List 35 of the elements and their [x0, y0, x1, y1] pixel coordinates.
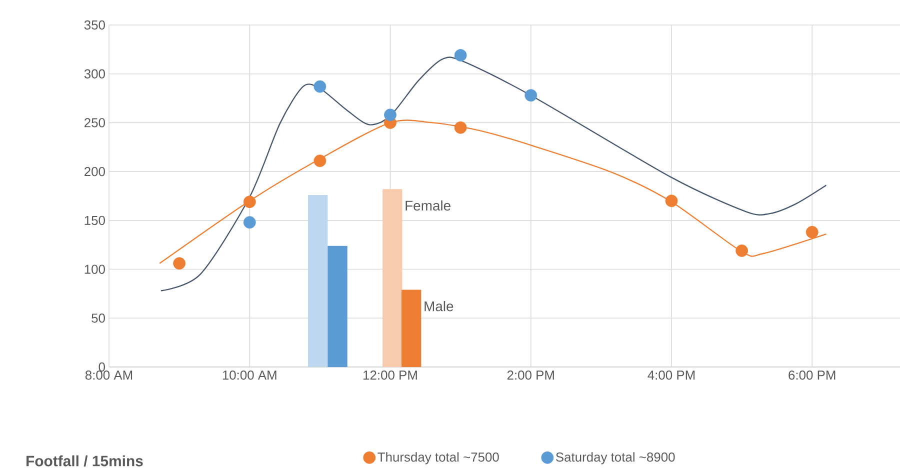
y-tick-label: 100 — [84, 264, 105, 274]
x-tick-label: 6:00 PM — [788, 370, 836, 380]
y-tick-label: 200 — [84, 166, 105, 176]
y-tick-label: 250 — [84, 118, 105, 128]
point — [173, 257, 186, 270]
y-tick-label: 50 — [92, 314, 105, 323]
annotation: Female — [406, 200, 450, 211]
y-tick-label: 350 — [84, 20, 105, 30]
y-tick-label: 300 — [84, 69, 105, 78]
bar — [308, 195, 328, 367]
text: Footfall / 15mins — [26, 455, 143, 466]
point — [314, 80, 326, 93]
point — [314, 154, 326, 168]
point — [736, 244, 748, 257]
point — [454, 49, 467, 62]
x-tick-label: 8:00 AM — [85, 370, 132, 380]
y-tick-label: 0 — [98, 362, 105, 372]
point — [454, 121, 467, 134]
legend-label: Saturday total ~8900 — [556, 452, 675, 464]
x-tick-label: 12:00 PM — [364, 370, 417, 380]
annotation: Male — [424, 301, 454, 312]
x-tick-label: 4:00 PM — [648, 370, 695, 380]
bar — [328, 246, 348, 367]
point — [806, 226, 818, 238]
point — [243, 196, 256, 208]
x-tick-label: 10:00 AM — [222, 370, 276, 380]
bar — [402, 290, 422, 367]
point — [524, 89, 538, 102]
x-tick-label: 2:00 PM — [507, 370, 554, 380]
point — [384, 108, 396, 122]
y-tick-label: 150 — [84, 216, 105, 226]
bar — [382, 189, 402, 367]
legend-label: Thursday total ~7500 — [378, 452, 499, 464]
point — [243, 216, 256, 229]
point — [665, 194, 678, 208]
